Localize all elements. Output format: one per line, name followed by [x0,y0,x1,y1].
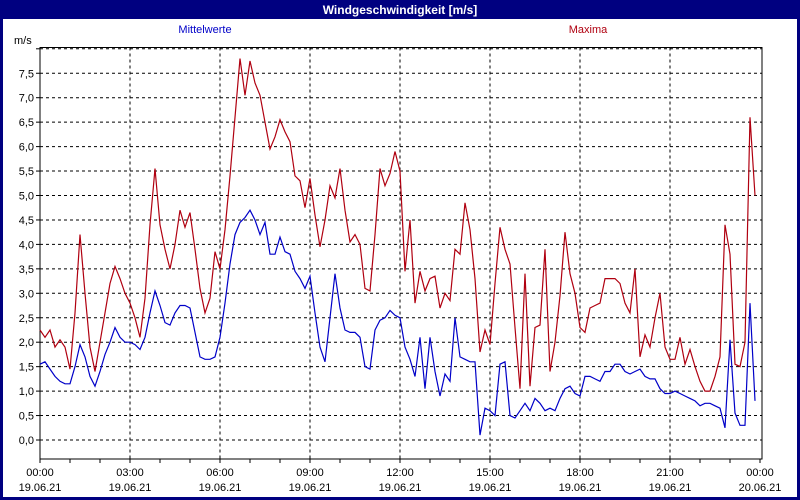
y-tick-label: 6,0 [19,142,34,154]
y-tick-label: 3,5 [19,264,34,276]
x-tick-date-label: 19.06.21 [559,482,602,494]
window-title: Windgeschwindigkeit [m/s] [322,3,478,17]
y-tick-label: 0,0 [19,435,34,447]
y-tick-label: 6,5 [19,117,34,129]
x-tick-time-label: 03:00 [116,467,144,479]
y-tick-label: 5,0 [19,191,34,203]
y-axis-unit-label: m/s [14,35,32,47]
y-tick-label: 2,5 [19,313,34,325]
x-tick-date-label: 19.06.21 [199,482,242,494]
x-tick-date-label: 19.06.21 [649,482,692,494]
x-tick-date-label: 20.06.21 [739,482,782,494]
y-tick-label: 2,0 [19,337,34,349]
x-tick-time-label: 12:00 [386,467,414,479]
x-tick-time-label: 15:00 [476,467,504,479]
x-tick-time-label: 09:00 [296,467,324,479]
x-tick-time-label: 00:00 [26,467,54,479]
y-tick-label: 1,0 [19,386,34,398]
y-tick-label: 4,5 [19,215,34,227]
x-tick-date-label: 19.06.21 [469,482,512,494]
y-tick-label: 1,5 [19,362,34,374]
series-maxima-line [39,58,756,392]
x-tick-date-label: 19.06.21 [109,482,152,494]
x-tick-date-label: 19.06.21 [379,482,422,494]
x-tick-time-label: 00:00 [746,467,774,479]
title-bar: Windgeschwindigkeit [m/s] [3,1,797,18]
x-tick-time-label: 18:00 [566,467,594,479]
plot-border [39,47,763,460]
x-tick-date-label: 19.06.21 [289,482,332,494]
y-tick-label: 5,5 [19,166,34,178]
x-tick-time-label: 06:00 [206,467,234,479]
wind-speed-chart: 0,0 0,5 1,0 1,5 2,0 2,5 3,0 3,5 4,0 4,5 5,0 5,5 6,0 6… [19,47,782,494]
series-mittelwerte-line [39,209,756,436]
y-tick-label: 4,0 [19,239,34,251]
legend-maxima-label: Maxima [568,24,608,36]
y-tick-label: 7,0 [19,93,34,105]
y-tick-label: 0,5 [19,411,34,423]
x-tick-time-label: 21:00 [656,467,684,479]
chart-area: Mittelwerte Maxima m/s 0,0 0,5 1,0 1,5 2,0 2,… [3,19,797,497]
y-tick-label: 7,5 [19,68,34,80]
y-tick-label: 3,0 [19,288,34,300]
legend-mittelwerte-label: Mittelwerte [178,24,232,36]
x-tick-date-label: 19.06.21 [19,482,62,494]
